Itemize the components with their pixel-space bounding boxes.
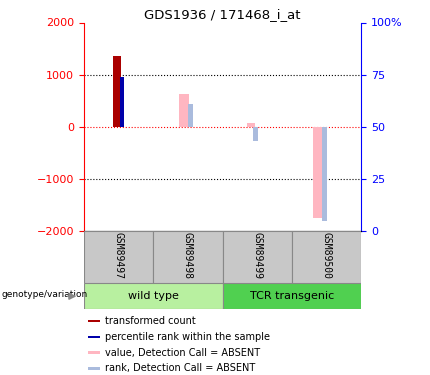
Bar <box>322 127 327 221</box>
Text: GSM89498: GSM89498 <box>183 232 193 279</box>
Bar <box>89 320 100 322</box>
Bar <box>223 283 361 309</box>
Bar <box>153 231 223 283</box>
Bar <box>292 231 361 283</box>
Text: GSM89499: GSM89499 <box>252 232 262 279</box>
Bar <box>89 367 100 370</box>
Bar <box>247 123 255 127</box>
Text: value, Detection Call = ABSENT: value, Detection Call = ABSENT <box>105 348 261 358</box>
Bar <box>84 283 223 309</box>
Text: GSM89497: GSM89497 <box>114 232 123 279</box>
Bar <box>313 127 322 218</box>
Bar <box>89 351 100 354</box>
Bar <box>253 127 258 141</box>
Bar <box>113 56 121 127</box>
Bar <box>120 77 124 127</box>
Text: TCR transgenic: TCR transgenic <box>250 291 334 301</box>
Bar <box>188 104 194 127</box>
Text: GSM89500: GSM89500 <box>322 232 332 279</box>
Text: genotype/variation: genotype/variation <box>2 290 88 299</box>
Bar <box>223 231 292 283</box>
Text: wild type: wild type <box>128 291 178 301</box>
Text: percentile rank within the sample: percentile rank within the sample <box>105 332 270 342</box>
Text: transformed count: transformed count <box>105 316 196 326</box>
Bar <box>84 231 153 283</box>
Bar <box>89 336 100 338</box>
Title: GDS1936 / 171468_i_at: GDS1936 / 171468_i_at <box>144 8 301 21</box>
Text: rank, Detection Call = ABSENT: rank, Detection Call = ABSENT <box>105 363 256 374</box>
Bar <box>179 94 189 127</box>
